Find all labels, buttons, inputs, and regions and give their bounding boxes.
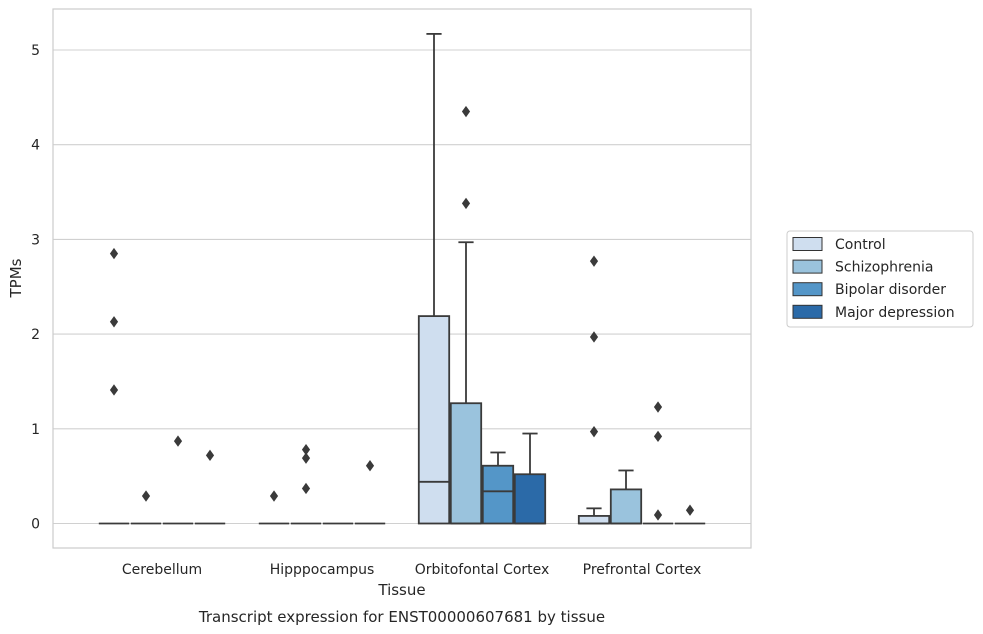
y-tick-label: 4: [31, 138, 40, 154]
box-major-depression: [674, 504, 706, 525]
outlier-point: [269, 490, 279, 502]
legend-label: Major depression: [835, 305, 955, 321]
legend: Control Schizophrenia Bipolar disorder Majo…: [786, 230, 974, 328]
outlier-point: [589, 425, 599, 438]
box-control: [577, 255, 611, 525]
plot-frame: [52, 8, 752, 549]
outlier-point: [589, 255, 599, 267]
outlier-point: [589, 331, 599, 343]
outlier-point: [653, 401, 663, 413]
outlier-point: [205, 449, 215, 462]
box-bipolar-disorder: [642, 401, 674, 525]
legend-label: Control: [835, 237, 886, 253]
outlier-point: [301, 443, 311, 456]
outlier-point: [109, 384, 119, 396]
box-control: [258, 490, 290, 525]
x-tick-label: Orbitofontal Cortex: [415, 562, 550, 578]
box-body: [609, 488, 643, 525]
box-schizophrenia: [609, 469, 643, 525]
x-tick-label: Hipppocampus: [270, 562, 375, 578]
box-schizophrenia: [449, 105, 483, 525]
y-tick-label: 0: [31, 517, 40, 533]
box-major-depression: [194, 449, 226, 525]
box-body: [513, 473, 547, 525]
outlier-point: [109, 316, 119, 328]
outlier-point: [653, 509, 663, 521]
chart-caption: Transcript expression for ENST0000060768…: [198, 608, 605, 626]
plot-area: [98, 33, 706, 525]
x-tick-label: Prefrontal Cortex: [583, 562, 702, 578]
x-axis: Cerebellum Hipppocampus Orbitofontal Corte…: [122, 562, 701, 578]
y-tick-label: 1: [31, 422, 40, 438]
grid: [53, 49, 751, 525]
outlier-point: [301, 482, 311, 495]
x-axis-title: Tissue: [377, 581, 425, 599]
outlier-point: [461, 105, 471, 118]
box-bipolar-disorder: [481, 451, 515, 525]
legend-swatch: [792, 282, 823, 297]
box-schizophrenia: [130, 490, 162, 525]
outlier-point: [173, 435, 183, 447]
y-tick-label: 5: [31, 43, 40, 59]
box-control: [98, 247, 130, 525]
box-control: [417, 33, 451, 525]
outlier-point: [685, 504, 695, 516]
box-major-depression: [513, 432, 547, 525]
outlier-point: [141, 490, 151, 502]
y-tick-label: 3: [31, 232, 40, 248]
outlier-point: [653, 430, 663, 443]
y-tick-label: 2: [31, 327, 40, 343]
outlier-point: [301, 452, 311, 464]
y-axis-title: TPMs: [7, 258, 25, 298]
y-axis: 0 1 2 3 4 5: [31, 43, 40, 533]
legend-label: Schizophrenia: [835, 260, 933, 276]
outlier-point: [461, 197, 471, 210]
box-schizophrenia: [290, 443, 322, 525]
legend-frame: [786, 230, 974, 328]
outlier-point: [109, 247, 119, 260]
box-body: [481, 464, 515, 525]
box-body: [577, 515, 611, 525]
box-body: [449, 402, 483, 525]
legend-swatch: [792, 259, 823, 274]
legend-label: Bipolar disorder: [835, 282, 946, 298]
legend-swatch: [792, 304, 823, 319]
legend-swatch: [792, 237, 823, 251]
x-tick-label: Cerebellum: [122, 562, 202, 578]
outlier-point: [365, 460, 375, 472]
box-body: [417, 315, 451, 525]
box-bipolar-disorder: [162, 435, 194, 525]
box-major-depression: [354, 460, 386, 525]
